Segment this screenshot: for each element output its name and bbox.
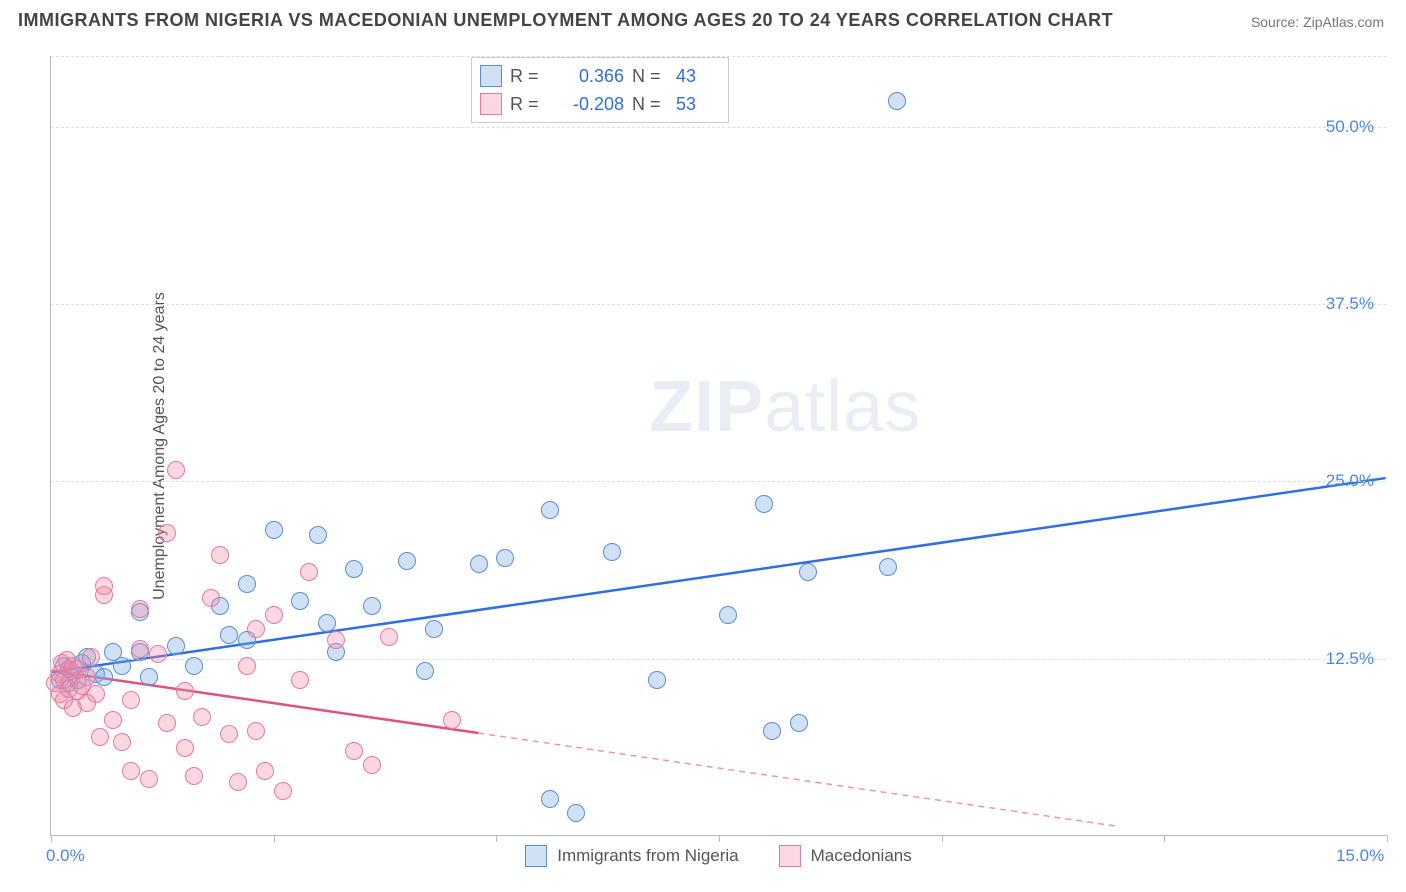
gridline — [51, 56, 1386, 57]
scatter-point-nigeria — [398, 552, 416, 570]
x-tick — [274, 835, 275, 842]
scatter-point-macedonia — [265, 606, 283, 624]
scatter-point-macedonia — [185, 767, 203, 785]
plot-area: ZIPatlas R = 0.366 N = 43 R = -0.208 N =… — [50, 56, 1386, 836]
scatter-point-macedonia — [91, 728, 109, 746]
legend-label-macedonia: Macedonians — [811, 846, 912, 866]
scatter-point-nigeria — [238, 575, 256, 593]
trendlines-svg — [51, 56, 1386, 835]
scatter-point-nigeria — [265, 521, 283, 539]
y-tick-label: 12.5% — [1326, 649, 1374, 669]
scatter-point-macedonia — [158, 714, 176, 732]
scatter-point-macedonia — [380, 628, 398, 646]
scatter-point-nigeria — [345, 560, 363, 578]
gridline — [51, 481, 1386, 482]
x-tick — [942, 835, 943, 842]
scatter-point-nigeria — [790, 714, 808, 732]
swatch-nigeria — [525, 845, 547, 867]
scatter-point-macedonia — [229, 773, 247, 791]
x-tick — [719, 835, 720, 842]
scatter-point-nigeria — [541, 790, 559, 808]
scatter-point-nigeria — [291, 592, 309, 610]
legend-item-nigeria: Immigrants from Nigeria — [525, 845, 738, 867]
scatter-point-nigeria — [363, 597, 381, 615]
scatter-point-macedonia — [211, 546, 229, 564]
scatter-point-nigeria — [95, 668, 113, 686]
scatter-point-nigeria — [318, 614, 336, 632]
scatter-point-macedonia — [220, 725, 238, 743]
scatter-point-macedonia — [122, 762, 140, 780]
gridline — [51, 304, 1386, 305]
scatter-point-nigeria — [567, 804, 585, 822]
scatter-point-macedonia — [176, 739, 194, 757]
gridline — [51, 127, 1386, 128]
scatter-point-macedonia — [443, 711, 461, 729]
scatter-point-macedonia — [78, 668, 96, 686]
scatter-point-macedonia — [131, 640, 149, 658]
scatter-point-nigeria — [309, 526, 327, 544]
scatter-point-macedonia — [176, 682, 194, 700]
scatter-point-macedonia — [363, 756, 381, 774]
scatter-point-nigeria — [425, 620, 443, 638]
scatter-point-macedonia — [345, 742, 363, 760]
scatter-point-nigeria — [541, 501, 559, 519]
y-tick-label: 50.0% — [1326, 117, 1374, 137]
scatter-point-nigeria — [603, 543, 621, 561]
scatter-point-nigeria — [648, 671, 666, 689]
scatter-point-nigeria — [719, 606, 737, 624]
x-max-label: 15.0% — [1336, 846, 1384, 866]
x-tick — [1387, 835, 1388, 842]
scatter-point-nigeria — [879, 558, 897, 576]
scatter-point-nigeria — [113, 657, 131, 675]
scatter-point-macedonia — [238, 657, 256, 675]
y-tick-label: 25.0% — [1326, 471, 1374, 491]
scatter-point-nigeria — [763, 722, 781, 740]
scatter-point-macedonia — [327, 631, 345, 649]
scatter-point-nigeria — [799, 563, 817, 581]
chart-title: IMMIGRANTS FROM NIGERIA VS MACEDONIAN UN… — [18, 10, 1113, 31]
scatter-point-macedonia — [300, 563, 318, 581]
scatter-point-nigeria — [496, 549, 514, 567]
scatter-point-macedonia — [274, 782, 292, 800]
scatter-point-macedonia — [167, 461, 185, 479]
scatter-point-macedonia — [131, 600, 149, 618]
scatter-point-macedonia — [193, 708, 211, 726]
swatch-macedonia — [779, 845, 801, 867]
scatter-point-nigeria — [470, 555, 488, 573]
scatter-point-nigeria — [167, 637, 185, 655]
x-tick — [496, 835, 497, 842]
scatter-point-macedonia — [291, 671, 309, 689]
scatter-point-nigeria — [185, 657, 203, 675]
scatter-point-macedonia — [149, 645, 167, 663]
scatter-point-macedonia — [122, 691, 140, 709]
scatter-point-macedonia — [202, 589, 220, 607]
scatter-point-nigeria — [755, 495, 773, 513]
scatter-point-macedonia — [256, 762, 274, 780]
scatter-point-macedonia — [87, 685, 105, 703]
scatter-point-nigeria — [220, 626, 238, 644]
scatter-point-macedonia — [104, 711, 122, 729]
x-tick — [1164, 835, 1165, 842]
y-tick-label: 37.5% — [1326, 294, 1374, 314]
scatter-point-nigeria — [140, 668, 158, 686]
scatter-point-macedonia — [82, 648, 100, 666]
scatter-point-macedonia — [113, 733, 131, 751]
x-tick — [51, 835, 52, 842]
scatter-point-macedonia — [247, 620, 265, 638]
scatter-point-macedonia — [247, 722, 265, 740]
x-origin-label: 0.0% — [46, 846, 85, 866]
scatter-point-macedonia — [140, 770, 158, 788]
source-label: Source: ZipAtlas.com — [1251, 14, 1384, 30]
scatter-point-nigeria — [888, 92, 906, 110]
scatter-point-macedonia — [95, 577, 113, 595]
legend-item-macedonia: Macedonians — [779, 845, 912, 867]
legend-label-nigeria: Immigrants from Nigeria — [557, 846, 738, 866]
scatter-point-macedonia — [158, 524, 176, 542]
scatter-point-nigeria — [416, 662, 434, 680]
bottom-legend: Immigrants from Nigeria Macedonians — [51, 845, 1386, 867]
